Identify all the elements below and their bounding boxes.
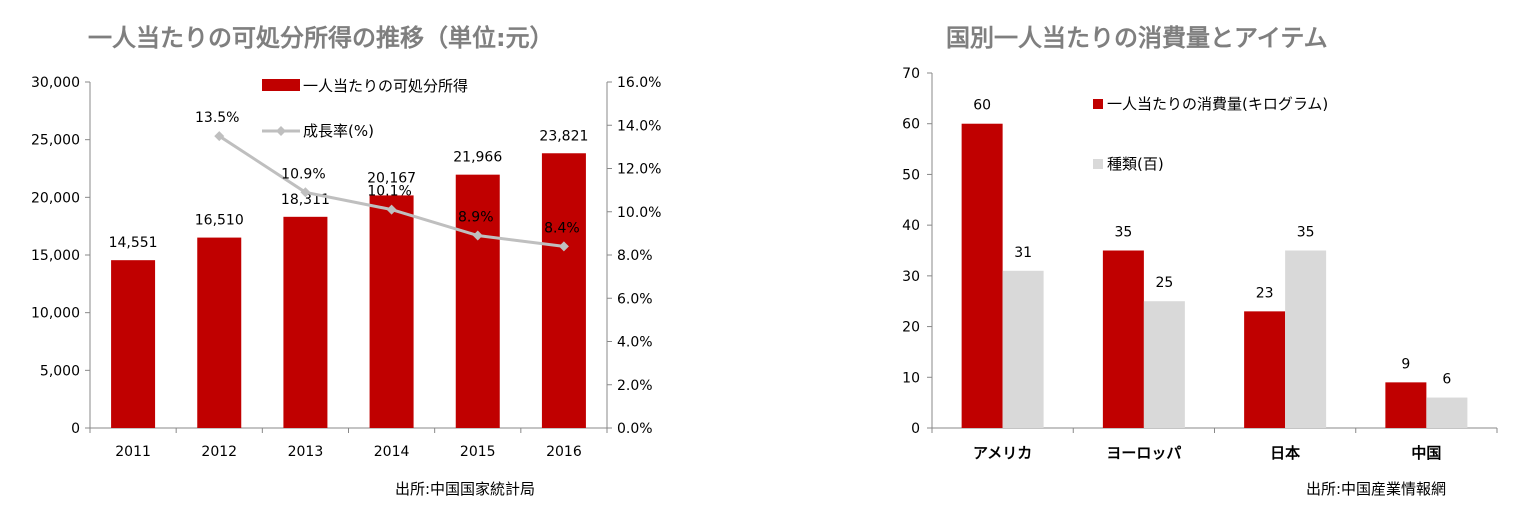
variety-value-label: 25 [1155, 275, 1173, 291]
y-tick-label: 20 [902, 320, 920, 336]
x-category-label: ヨーロッパ [1106, 444, 1181, 462]
growth-rate-label: 13.5% [195, 110, 239, 126]
variety-value-label: 31 [1014, 245, 1032, 261]
consumption-bar [1102, 250, 1144, 428]
variety-value-label: 35 [1297, 225, 1315, 241]
growth-rate-label: 10.1% [367, 184, 411, 200]
y-tick-label: 20,000 [31, 190, 80, 206]
consumption-bar [1385, 382, 1427, 428]
legend-swatch-variety [1093, 159, 1103, 169]
legend-label-variety: 種類(百) [1107, 155, 1164, 173]
income-bar-value-label: 23,821 [539, 128, 588, 144]
y2-tick-label: 12.0% [617, 162, 661, 178]
consumption-value-label: 9 [1401, 356, 1410, 372]
x-category-label: アメリカ [973, 444, 1032, 462]
x-category-label: 中国 [1411, 444, 1441, 462]
y-tick-label: 70 [902, 66, 920, 82]
consumption-value-label: 60 [973, 98, 991, 114]
legend-swatch-consumption [1093, 99, 1103, 109]
y-tick-label: 50 [902, 167, 920, 183]
legend-swatch-income [262, 79, 300, 91]
y-tick-label: 10,000 [31, 306, 80, 322]
y-tick-label: 40 [902, 218, 920, 234]
x-category-label: 2011 [115, 444, 151, 460]
variety-bar [1002, 270, 1044, 428]
income-bar [369, 195, 414, 428]
variety-bar [1426, 397, 1468, 428]
variety-value-label: 6 [1442, 372, 1451, 388]
income-bar-value-label: 16,510 [195, 213, 244, 229]
y-tick-label: 15,000 [31, 248, 80, 264]
x-category-label: 日本 [1270, 444, 1300, 462]
growth-rate-point [558, 241, 569, 252]
variety-bar [1285, 250, 1327, 428]
y-tick-label: 0 [71, 421, 80, 437]
consumption-bar [1244, 311, 1286, 428]
x-category-label: 2014 [374, 444, 410, 460]
x-category-label: 2016 [546, 444, 582, 460]
consumption-value-label: 23 [1256, 285, 1274, 301]
x-category-label: 2012 [201, 444, 237, 460]
y2-tick-label: 16.0% [617, 75, 661, 91]
legend-marker-growth [276, 126, 286, 136]
income-bar [197, 237, 242, 428]
y-tick-label: 30,000 [31, 75, 80, 91]
source-note-consumption: 出所:中国産業情報網 [1306, 480, 1447, 498]
x-category-label: 2015 [460, 444, 496, 460]
income-bar [111, 260, 156, 428]
growth-rate-point [214, 131, 225, 142]
growth-rate-label: 8.4% [544, 220, 580, 236]
income-bar-value-label: 14,551 [109, 235, 158, 251]
y-tick-label: 60 [902, 117, 920, 133]
legend-label-consumption: 一人当たりの消費量(キログラム) [1107, 95, 1328, 113]
growth-rate-label: 10.9% [281, 166, 325, 182]
legend-label-income: 一人当たりの可処分所得 [303, 77, 468, 95]
growth-rate-point [472, 230, 483, 241]
chart-title-consumption: 国別一人当たりの消費量とアイテム [946, 24, 1328, 52]
income-bar [283, 216, 328, 428]
legend-label-growth: 成長率(%) [303, 122, 374, 140]
y-tick-label: 5,000 [40, 363, 80, 379]
y-tick-label: 0 [911, 421, 920, 437]
variety-bar [1143, 301, 1185, 428]
growth-rate-point [386, 204, 397, 215]
growth-rate-point [300, 187, 311, 198]
income-bar-value-label: 20,167 [367, 170, 416, 186]
income-bar [541, 153, 586, 428]
y-tick-label: 30 [902, 269, 920, 285]
y2-tick-label: 14.0% [617, 118, 661, 134]
y2-tick-label: 6.0% [617, 291, 653, 307]
chart-title-income: 一人当たりの可処分所得の推移（単位:元） [88, 24, 554, 52]
consumption-bar [961, 123, 1003, 428]
consumption-value-label: 35 [1114, 225, 1132, 241]
y2-tick-label: 10.0% [617, 205, 661, 221]
y2-tick-label: 0.0% [617, 421, 653, 437]
source-note-income: 出所:中国国家統計局 [395, 480, 536, 498]
y2-tick-label: 4.0% [617, 335, 653, 351]
y2-tick-label: 8.0% [617, 248, 653, 264]
income-bar-value-label: 21,966 [453, 150, 502, 166]
y-tick-label: 10 [902, 370, 920, 386]
y2-tick-label: 2.0% [617, 378, 653, 394]
y-tick-label: 25,000 [31, 133, 80, 149]
x-category-label: 2013 [288, 444, 324, 460]
income-bar [455, 174, 500, 428]
growth-rate-label: 8.9% [458, 210, 494, 226]
